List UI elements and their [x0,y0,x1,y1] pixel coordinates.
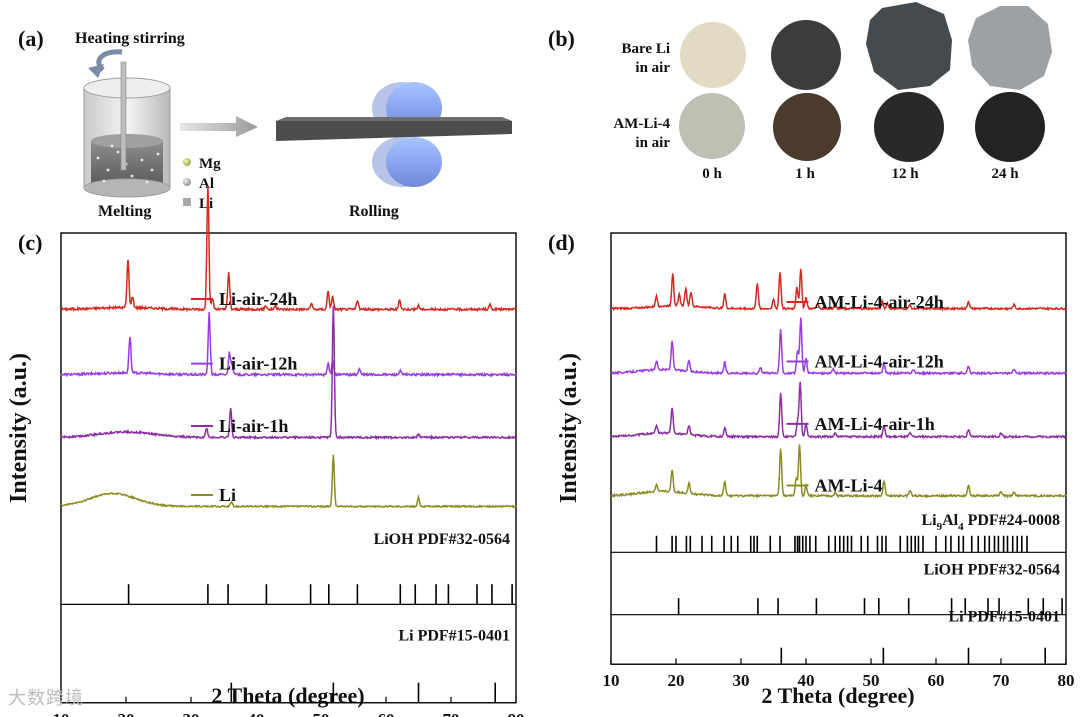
reference-label-2: Li PDF#15-0401 [948,608,1060,625]
panel-d: (d) Intensity (a.u.) 2 Theta (degree) AM… [548,230,1075,708]
bare-li-row-label-1: Bare Li [622,41,670,57]
rolling-mill-icon [276,82,512,187]
xrd-series-1 [610,317,1067,377]
panel-b-label: (b) [548,26,575,51]
legend-label-1: Li-air-12h [219,354,297,374]
rolling-label: Rolling [349,203,399,220]
x-tick-label-1: 20 [118,710,135,717]
panel-a-label: (a) [18,26,44,51]
xrd-series-2 [60,305,517,441]
bare-li-row-label-2: in air [635,60,670,76]
chart-frame [60,232,517,704]
x-tick-label-2: 30 [183,710,200,717]
x-tick-label-7: 80 [508,710,525,717]
sample-bare-li-12h [866,2,952,90]
xrd-series-2 [610,381,1067,440]
xrd-series-1 [60,312,517,378]
process-arrow-icon [180,116,258,137]
reference-label-1: LiOH PDF#32-0564 [924,561,1060,578]
panel-c-label: (c) [18,230,42,255]
xrd-series-3 [60,454,517,509]
xrd-series-0 [60,185,517,313]
legend-label-0: Li-air-24h [219,289,297,309]
x-tick-label-6: 70 [993,671,1010,690]
time-label-24h: 24 h [991,166,1019,182]
x-tick-label-3: 40 [248,710,265,717]
legend-label-3: Li [219,485,236,505]
reference-label-1: Li PDF#15-0401 [398,627,510,644]
li-square-icon [183,198,191,206]
chart-c-ylabel: Intensity (a.u.) [6,353,32,503]
legend-label-2: Li-air-1h [219,416,288,436]
sample-am-li-0h [679,93,745,159]
x-tick-label-0: 10 [603,671,620,690]
melting-label: Melting [98,203,151,220]
panel-d-label: (d) [548,230,575,255]
chart-d-xlabel: 2 Theta (degree) [761,683,914,708]
chart-c-plot: Li-air-24h Li-air-12h Li-air-1h Li LiOH PDF#… [53,185,525,717]
legend-mg: Mg [199,156,221,172]
chart-d-ylabel: Intensity (a.u.) [556,353,582,503]
reference-label-0: Li9Al4 PDF#24-0008 [921,512,1060,533]
sample-bare-li-1h [771,20,841,90]
chart-d-plot: AM-Li-4-air-24h AM-Li-4-air-12h AM-Li-4-ai… [603,232,1075,690]
legend-li: Li [199,196,213,212]
chart-frame [610,232,1067,665]
x-tick-label-3: 40 [798,671,815,690]
x-tick-label-5: 60 [378,710,395,717]
x-tick-label-4: 50 [863,671,880,690]
x-tick-label-0: 10 [53,710,70,717]
al-dot-icon [183,178,191,186]
stirring-rod [120,61,127,171]
x-tick-label-4: 50 [313,710,330,717]
panel-c: (c) Intensity (a.u.) 2 Theta (degree) Li… [6,185,525,717]
sample-bare-li-0h [680,22,746,88]
legend-al: Al [199,176,214,192]
time-label-12h: 12 h [891,166,919,182]
mg-dot-icon [183,158,191,166]
x-tick-label-6: 70 [443,710,460,717]
x-tick-label-7: 80 [1058,671,1075,690]
legend-label-0: AM-Li-4-air-24h [815,292,944,312]
xrd-series-3 [610,444,1067,499]
legend-label-2: AM-Li-4-air-1h [815,414,935,434]
time-label-0h: 0 h [702,166,722,182]
watermark: 大数跨境 [8,688,84,709]
time-label-1h: 1 h [795,166,815,182]
legend-label-1: AM-Li-4-air-12h [815,351,944,371]
sample-am-li-1h [773,93,841,161]
legend-label-3: AM-Li-4 [815,475,883,495]
x-tick-label-2: 30 [733,671,750,690]
heating-stirring-label: Heating stirring [75,30,185,47]
sample-am-li-24h [975,92,1045,162]
sample-bare-li-24h [968,6,1052,90]
x-tick-label-1: 20 [668,671,685,690]
am-li-row-label-2: in air [635,135,670,151]
chart-c-xlabel: 2 Theta (degree) [211,683,364,708]
panel-a: (a) Heating stirring Melting Mg Al [18,26,512,220]
sample-am-li-12h [874,92,944,162]
rotation-arrowhead-icon [88,64,104,78]
panel-b: (b) Bare Li in air AM-Li-4 in air 0 h 1 … [548,2,1052,182]
am-li-row-label-1: AM-Li-4 [613,116,670,132]
beaker-icon [83,61,171,198]
x-tick-label-5: 60 [928,671,945,690]
reference-label-0: LiOH PDF#32-0564 [374,531,510,548]
xrd-series-0 [610,268,1067,312]
